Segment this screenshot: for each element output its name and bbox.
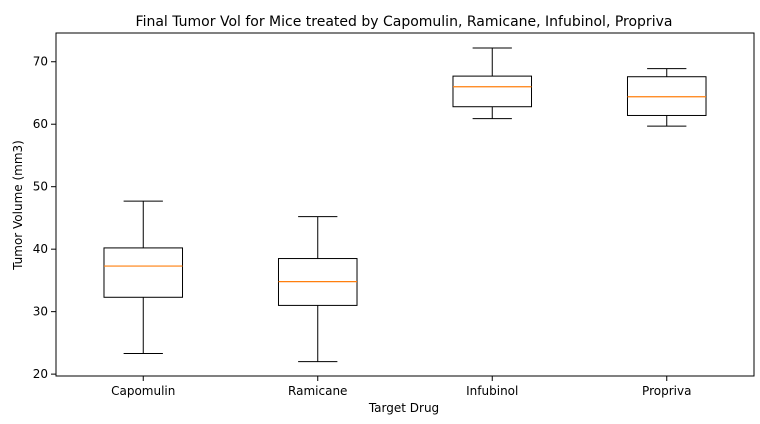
- x-tick-label: Ramicane: [288, 384, 347, 398]
- x-axis: Capomulin Ramicane Infubinol Propriva: [111, 376, 691, 398]
- y-tick-label: 50: [33, 180, 48, 194]
- x-tick-label: Infubinol: [466, 384, 518, 398]
- iqr-box: [626, 76, 707, 116]
- box-ramicane: [277, 216, 358, 363]
- x-tick-label: Propriva: [642, 384, 691, 398]
- iqr-box: [452, 75, 533, 108]
- box-infubinol: [452, 47, 533, 120]
- boxes: [103, 47, 707, 363]
- y-tick-label: 20: [33, 367, 48, 381]
- y-tick-label: 60: [33, 117, 48, 131]
- x-tick-label: Capomulin: [111, 384, 175, 398]
- plot-frame: [55, 32, 755, 377]
- plot-area: [55, 32, 755, 377]
- iqr-box: [103, 247, 184, 298]
- chart-title: Final Tumor Vol for Mice treated by Capo…: [136, 14, 673, 30]
- x-axis-label: Target Drug: [368, 401, 439, 415]
- box-propriva: [626, 68, 707, 127]
- y-tick-label: 30: [33, 305, 48, 319]
- y-axis: 20 30 40 50 60 70: [33, 55, 56, 381]
- y-tick-label: 70: [33, 55, 48, 69]
- y-axis-label: Tumor Volume (mm3): [11, 140, 25, 271]
- box-capomulin: [103, 200, 184, 355]
- y-tick-label: 40: [33, 242, 48, 256]
